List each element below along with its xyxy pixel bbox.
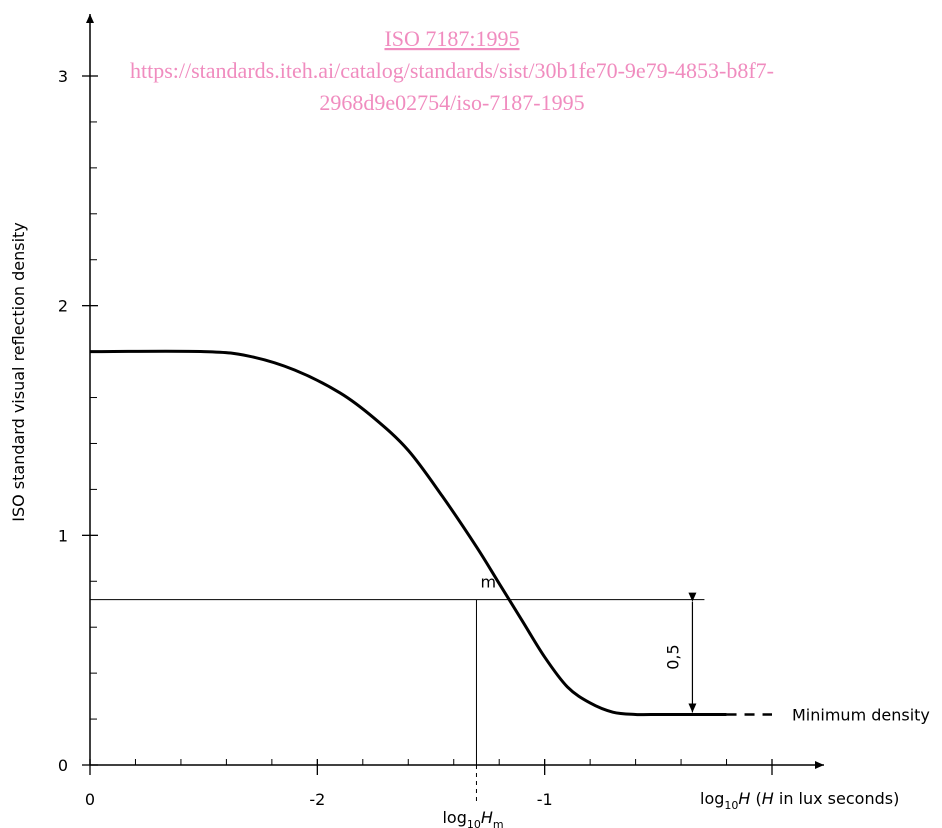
minimum-density-label: Minimum density (792, 705, 930, 724)
watermark-url-line2[interactable]: 2968d9e02754/iso-7187-1995 (319, 90, 584, 115)
difference-label: 0,5 (663, 644, 682, 669)
y-tick-label: 0 (58, 756, 68, 775)
y-ticks: 0 1 2 3 (58, 67, 98, 775)
x-minor-ticks (134, 759, 728, 765)
x-tick-label: 0 (85, 790, 95, 809)
x-axis-label-sub: 10 (724, 799, 738, 812)
x-tick-label: -1 (537, 790, 553, 809)
y-tick-label: 2 (58, 297, 68, 316)
watermark-url-line1[interactable]: https://standards.iteh.ai/catalog/standa… (130, 58, 774, 83)
x-axis-label-log: log (700, 789, 724, 808)
log-hm-label: log10Hm (442, 808, 503, 828)
point-m-label: m (480, 573, 496, 592)
x-tick-label: -2 (309, 790, 325, 809)
y-minor-ticks (90, 121, 97, 720)
watermark-title[interactable]: ISO 7187:1995 (384, 26, 519, 51)
y-axis-label: ISO standard visual reflection density (9, 222, 28, 522)
y-tick-label: 1 (58, 526, 68, 545)
density-curve (89, 349, 727, 717)
x-ticks: 0 -2 -1 (85, 759, 773, 809)
y-tick-label: 3 (58, 67, 68, 86)
x-axis-label: log10H (H in lux seconds) (700, 789, 899, 812)
